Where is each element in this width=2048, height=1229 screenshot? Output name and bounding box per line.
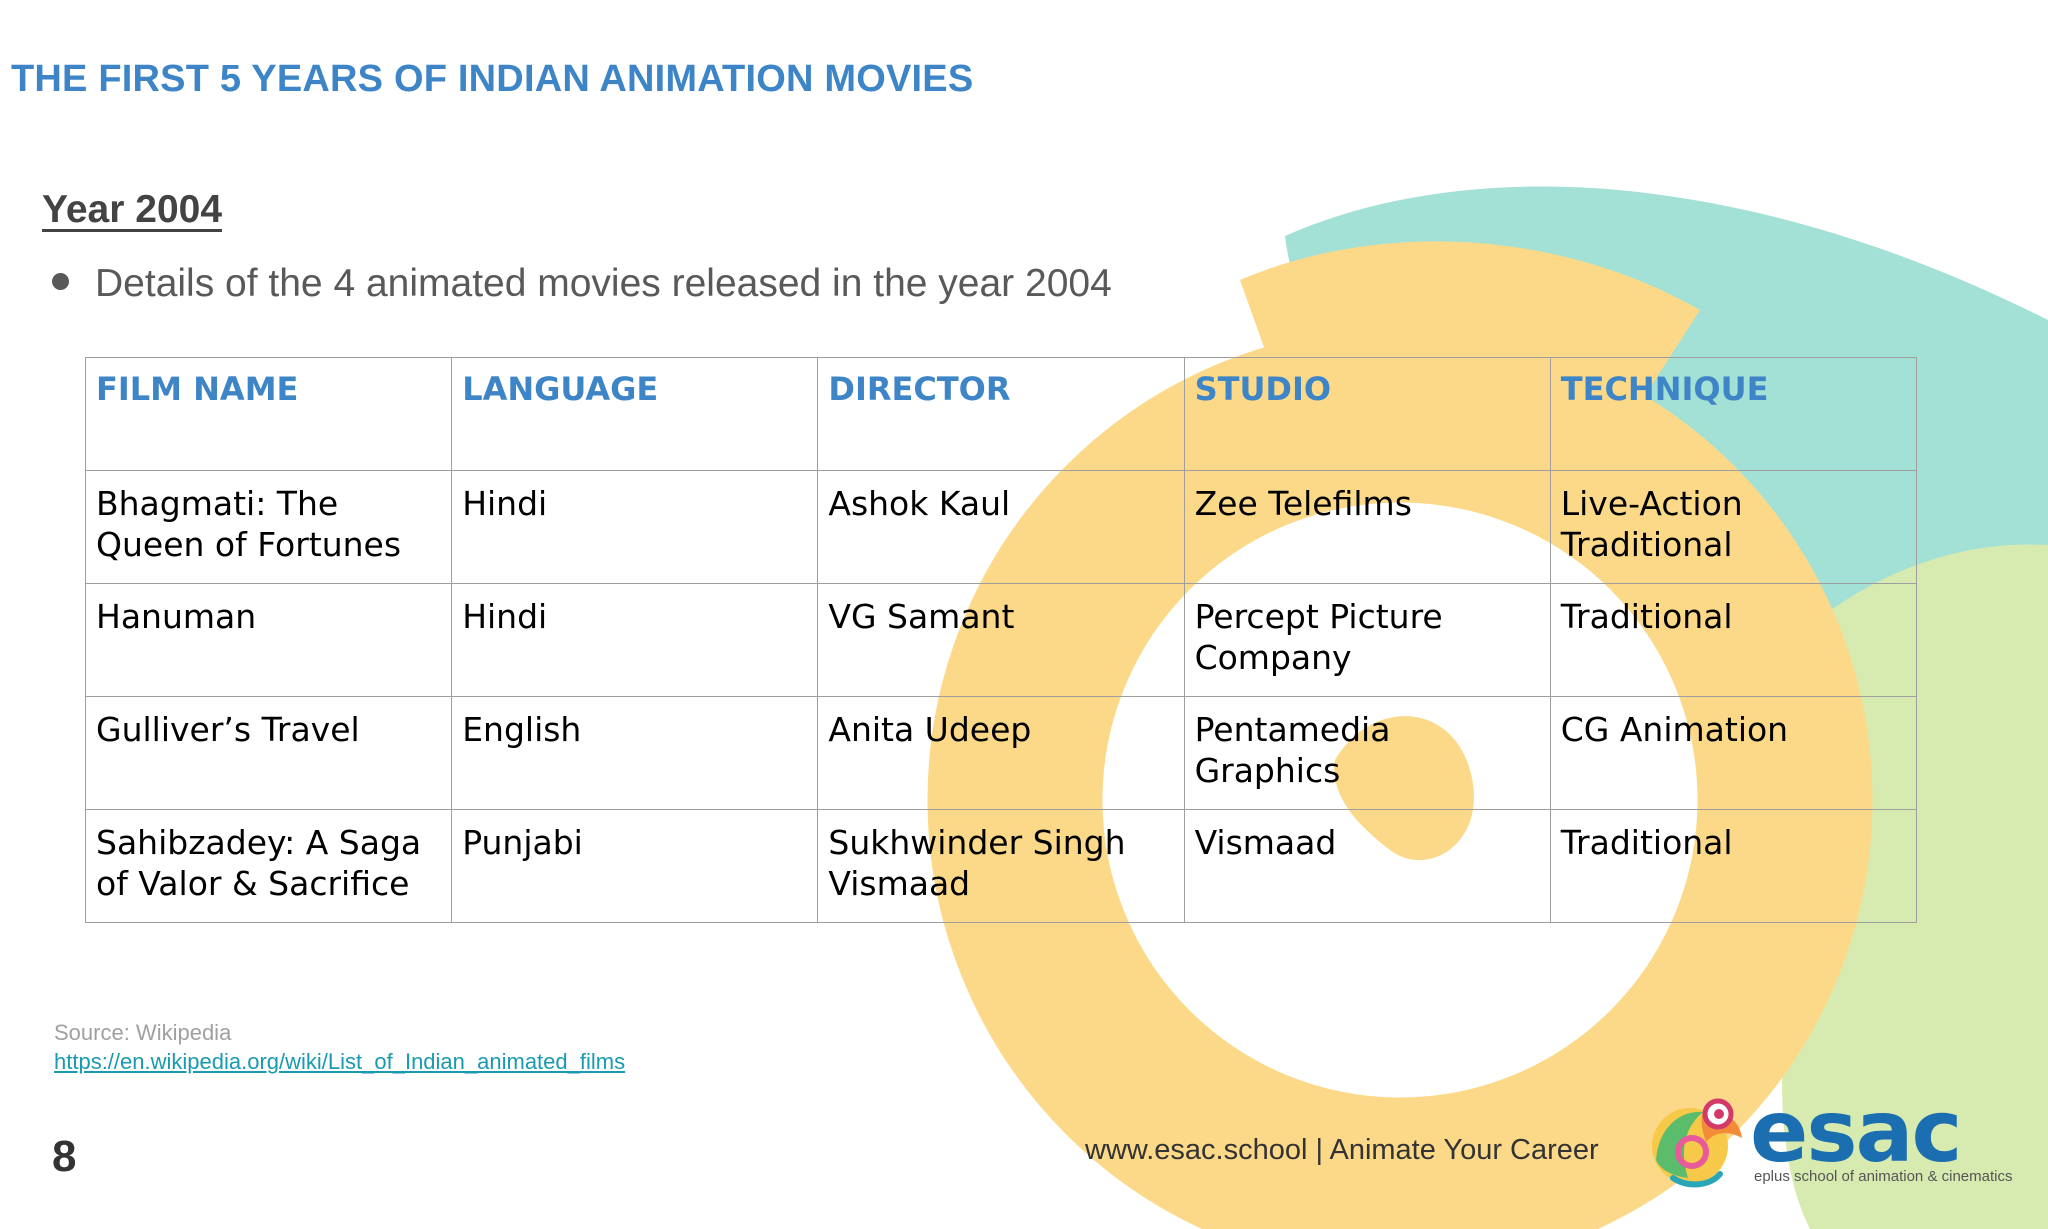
bullet-text: Details of the 4 animated movies release… xyxy=(95,262,1112,305)
logo-tagline: eplus school of animation & cinematics xyxy=(1754,1168,2013,1185)
cell-technique: Live-Action Traditional xyxy=(1549,470,1918,584)
films-table: FILM NAME LANGUAGE DIRECTOR STUDIO TECHN… xyxy=(84,357,1918,923)
table-row: Sahibzadey: A Saga of Valor & Sacrifice … xyxy=(84,809,1918,923)
cell-technique: Traditional xyxy=(1549,583,1918,697)
source-label: Source: Wikipedia xyxy=(54,1020,232,1045)
cell-studio: Vismaad xyxy=(1183,809,1551,923)
cell-director: VG Samant xyxy=(817,583,1185,697)
table-row: Gulliver’s Travel English Anita Udeep Pe… xyxy=(84,696,1918,810)
cell-director: Sukhwinder Singh Vismaad xyxy=(817,809,1185,923)
logo-wordmark: esac xyxy=(1750,1082,1963,1182)
column-header-director: DIRECTOR xyxy=(817,357,1185,471)
page-number: 8 xyxy=(52,1132,77,1181)
slide-title: THE FIRST 5 YEARS OF INDIAN ANIMATION MO… xyxy=(11,58,974,100)
column-header-film-name: FILM NAME xyxy=(84,357,453,471)
table-header-row: FILM NAME LANGUAGE DIRECTOR STUDIO TECHN… xyxy=(84,357,1918,471)
column-header-technique: TECHNIQUE xyxy=(1549,357,1918,471)
cell-film-name: Hanuman xyxy=(84,583,453,697)
cell-film-name: Bhagmati: The Queen of Fortunes xyxy=(84,470,453,584)
cell-language: Punjabi xyxy=(451,809,819,923)
cell-language: English xyxy=(451,696,819,810)
cell-film-name: Sahibzadey: A Saga of Valor & Sacrifice xyxy=(84,809,453,923)
cell-studio: Percept Picture Company xyxy=(1183,583,1551,697)
cell-studio: Pentamedia Graphics xyxy=(1183,696,1551,810)
cell-language: Hindi xyxy=(451,470,819,584)
bullet-dot-icon xyxy=(52,273,69,291)
esac-logo: esac eplus school of animation & cinemat… xyxy=(1648,1082,2012,1190)
cell-language: Hindi xyxy=(451,583,819,697)
cell-technique: CG Animation xyxy=(1549,696,1918,810)
cell-film-name: Gulliver’s Travel xyxy=(84,696,453,810)
cell-studio: Zee Telefilms xyxy=(1183,470,1551,584)
cell-director: Anita Udeep xyxy=(817,696,1185,810)
table-row: Hanuman Hindi VG Samant Percept Picture … xyxy=(84,583,1918,697)
footer-tagline: www.esac.school | Animate Your Career xyxy=(1085,1134,1599,1166)
bullet-item: Details of the 4 animated movies release… xyxy=(52,262,1112,306)
section-heading: Year 2004 xyxy=(42,188,223,231)
cell-director: Ashok Kaul xyxy=(817,470,1185,584)
cell-technique: Traditional xyxy=(1549,809,1918,923)
column-header-studio: STUDIO xyxy=(1183,357,1551,471)
source-link[interactable]: https://en.wikipedia.org/wiki/List_of_In… xyxy=(54,1049,626,1074)
column-header-language: LANGUAGE xyxy=(451,357,819,471)
table-row: Bhagmati: The Queen of Fortunes Hindi As… xyxy=(84,470,1918,584)
chameleon-logo-icon xyxy=(1652,1098,1742,1188)
